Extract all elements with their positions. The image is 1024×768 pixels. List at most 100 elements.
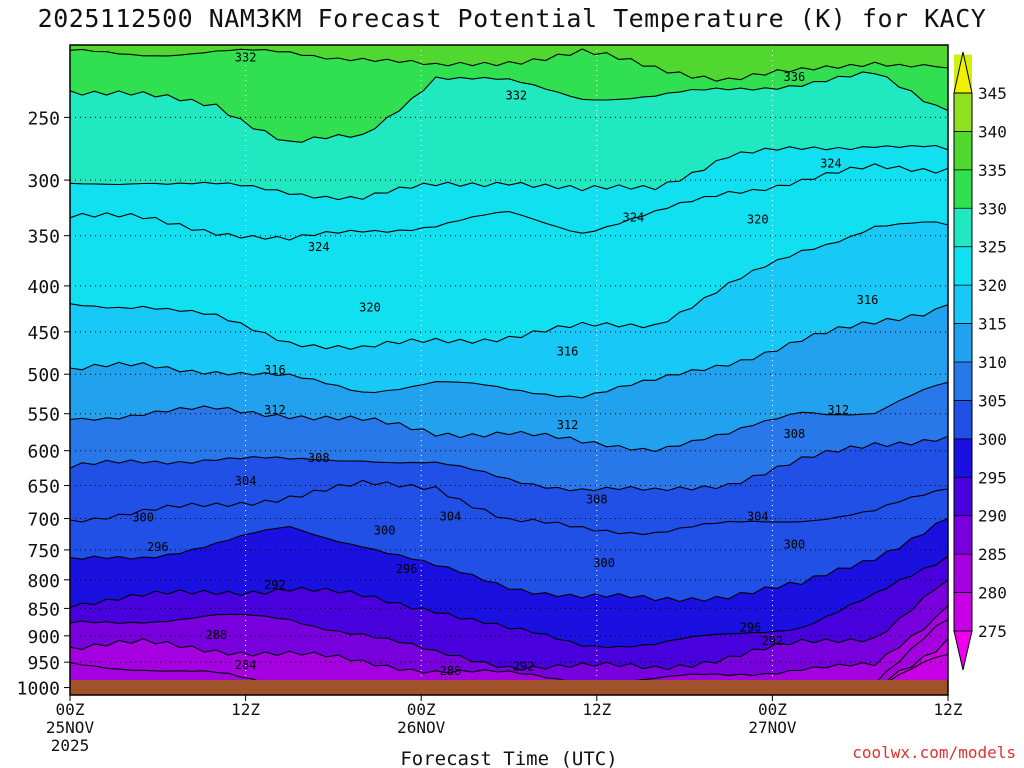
contour-label: 320: [747, 213, 769, 227]
colorbar-label: 345: [978, 84, 1007, 103]
x-tick-label: 00Z: [758, 700, 787, 719]
contour-label: 288: [440, 664, 462, 678]
y-tick-label: 650: [27, 477, 60, 498]
colorbar-segment: [954, 93, 972, 132]
contour-label: 308: [308, 451, 330, 465]
contour-label: 304: [440, 510, 462, 524]
colorbar-segment: [954, 131, 972, 170]
contour-label: 320: [359, 301, 381, 315]
x-tick-label: 26NOV: [397, 718, 446, 737]
contour-label: 296: [740, 621, 762, 635]
contour-label: 292: [264, 578, 286, 592]
contour-label: 312: [557, 418, 579, 432]
colorbar-segment: [954, 246, 972, 286]
x-tick-label: 00Z: [407, 700, 436, 719]
contour-label: 312: [264, 403, 286, 417]
y-tick-label: 300: [27, 171, 60, 192]
y-tick-label: 850: [27, 599, 60, 620]
y-tick-label: 550: [27, 405, 60, 426]
colorbar-segment: [954, 208, 972, 247]
y-tick-label: 400: [27, 277, 60, 298]
colorbar-label: 305: [978, 391, 1007, 410]
y-tick-label: 350: [27, 227, 60, 248]
colorbar-low-arrow: [953, 630, 973, 671]
isentrope-324: [69, 163, 949, 241]
x-tick-label: 2025: [51, 736, 90, 755]
y-tick-label: 450: [27, 323, 60, 344]
x-axis-title: Forecast Time (UTC): [400, 748, 617, 768]
colorbar-segment: [954, 554, 972, 593]
y-tick-label: 900: [27, 627, 60, 648]
colorbar-label: 310: [978, 353, 1007, 372]
colorbar-label: 330: [978, 199, 1007, 218]
contour-label: 336: [784, 70, 806, 84]
contour-label: 316: [557, 345, 579, 359]
colorbar-segment: [954, 169, 972, 209]
contour-label: 300: [784, 537, 806, 551]
isentrope-296: [69, 555, 949, 649]
x-tick-label: 12Z: [231, 700, 260, 719]
y-tick-label: 500: [27, 365, 60, 386]
contour-labels: 332 332 336 324 324 320 324 316 320 316 316 312 312 3…: [132, 50, 878, 678]
colorbar-segment: [954, 400, 972, 439]
contour-label: 324: [623, 210, 645, 224]
contour-label: 300: [593, 556, 615, 570]
x-tick-label: 00Z: [56, 700, 85, 719]
contour-label: 308: [586, 493, 608, 507]
y-tick-label: 800: [27, 571, 60, 592]
isentrope-292: [69, 579, 949, 671]
colorbar-segment: [954, 592, 972, 631]
x-tick-label: 27NOV: [748, 718, 797, 737]
colorbar-label: 320: [978, 276, 1007, 295]
y-tick-label: 600: [27, 442, 60, 463]
contour-label: 284: [235, 658, 257, 672]
colorbar-segment: [954, 323, 972, 362]
colorbar-label: 275: [978, 622, 1007, 641]
fill-band-336: [70, 45, 948, 82]
contour-label: 304: [747, 510, 769, 524]
isentrope-300: [69, 518, 949, 603]
x-tick-label: 12Z: [934, 700, 963, 719]
terrain-ground: [70, 680, 948, 695]
isentrope-288: [69, 605, 949, 685]
contour-label: 300: [374, 524, 396, 538]
contour-label: 316: [264, 363, 286, 377]
contour-label: 292: [513, 659, 535, 673]
x-tick-label: 25NOV: [46, 718, 95, 737]
y-tick-label: 1000: [17, 679, 60, 700]
isentrope-312: [69, 381, 949, 453]
contour-label: 288: [205, 628, 227, 642]
y-tick-label: 950: [27, 653, 60, 674]
y-axis: 250 300 350 400 450 500 550 600 650 700 750 800 850 9…: [17, 108, 70, 700]
contour-label: 308: [784, 427, 806, 441]
contour-label: 296: [147, 540, 169, 554]
contour-label: 304: [235, 474, 257, 488]
isentrope-316: [69, 304, 949, 399]
contour-label: 300: [132, 510, 154, 524]
colorbar-segment: [954, 438, 972, 478]
colorbar-label: 315: [978, 315, 1007, 334]
colorbar-label: 325: [978, 238, 1007, 257]
colorbar-label: 280: [978, 584, 1007, 603]
chart-title: 2025112500 NAM3KM Forecast Potential Tem…: [37, 4, 987, 33]
contour-label: 292: [762, 634, 784, 648]
contour-label: 324: [820, 156, 842, 170]
plot-frame: [69, 44, 949, 696]
isentrope-336: [69, 48, 949, 82]
isentrope-304: [69, 479, 949, 536]
colorbar-label: 290: [978, 507, 1007, 526]
isentrope-308: [69, 435, 949, 492]
y-tick-label: 750: [27, 541, 60, 562]
isentrope-320: [69, 221, 949, 350]
isentrope-328: [69, 144, 949, 201]
contour-label: 296: [396, 562, 418, 576]
contour-label: 324: [308, 240, 330, 254]
credit-text: coolwx.com/models: [852, 743, 1016, 762]
colorbar-label: 340: [978, 122, 1007, 141]
colorbar-segment: [954, 477, 972, 516]
y-tick-label: 700: [27, 510, 60, 531]
colorbar-label: 285: [978, 545, 1007, 564]
contour-label: 316: [857, 293, 879, 307]
